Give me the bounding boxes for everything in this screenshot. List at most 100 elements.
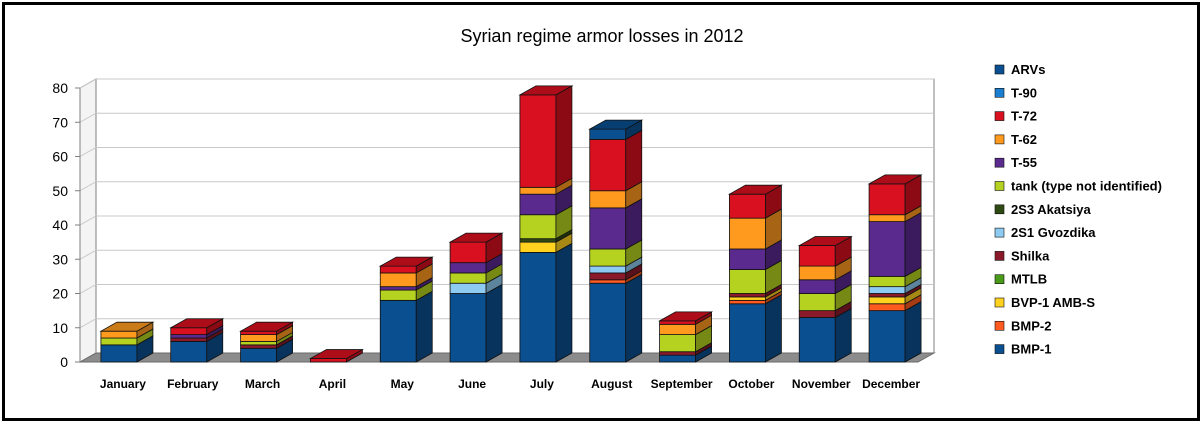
legend-item-2s3-akatsiya: 2S3 Akatsiya [994, 202, 1092, 217]
legend-item-mtlb: MTLB [994, 272, 1047, 287]
bar-segment-shilka [659, 351, 696, 356]
chart-floor [78, 352, 936, 363]
bar-segment-bmp-1 [170, 341, 208, 363]
bar-segment-tank-type-not-identified- [868, 275, 906, 288]
bar-segment-t-55 [729, 248, 766, 270]
x-tick-label: March [245, 377, 280, 391]
bar-stack-february [169, 318, 225, 363]
legend-label: ARVs [1011, 62, 1045, 77]
bar-segment-2s3-akatsiya [519, 238, 557, 243]
bar-segment-bvp-1-amb-s [868, 296, 906, 305]
legend-label: BMP-2 [1011, 318, 1051, 333]
gridline [79, 215, 934, 226]
legend-label: BVP-1 AMB-S [1011, 295, 1095, 310]
x-tick-label: June [458, 377, 486, 391]
x-tick-label: November [792, 377, 851, 391]
bar-segment-bmp-1 [729, 303, 766, 363]
bar-segment-t-55 [589, 207, 627, 250]
bar-segment-side [415, 290, 433, 363]
y-tick-label: 70 [52, 114, 68, 130]
x-axis-categories: January February March April May June July Augu… [100, 377, 921, 391]
bar-segment-t-55 [519, 193, 557, 216]
bar-top [239, 321, 295, 332]
bar-segment-t-55 [379, 286, 417, 291]
x-tick-label: April [319, 377, 346, 391]
bar-stack-january [99, 321, 155, 363]
bar-top [99, 321, 155, 332]
bar-stack-july [518, 85, 574, 363]
bar-segment-bmp-1 [798, 317, 836, 363]
legend-swatch [994, 297, 1005, 308]
x-tick-label: July [530, 377, 554, 391]
legend-label: T-72 [1011, 109, 1037, 124]
chart-title: Syrian regime armor losses in 2012 [460, 26, 743, 46]
bar-stack-august [588, 119, 644, 363]
bar-segment-bvp-1-amb-s [519, 241, 557, 253]
legend-swatch [994, 88, 1005, 98]
bar-segment-bmp-1 [519, 251, 557, 363]
gridline [79, 181, 934, 192]
legend-item-t-55: T-55 [994, 155, 1037, 170]
bar-segment-bmp-1 [659, 354, 696, 363]
bar-segment-shilka [170, 337, 208, 342]
bar-segment-tank-type-not-identified- [798, 293, 836, 312]
y-tick-label: 40 [52, 217, 68, 233]
bar-segment-t-72 [170, 327, 208, 335]
bar-stack-october [727, 184, 783, 363]
bar-segment-arvs [589, 128, 627, 140]
legend-item-t-90: T-90 [994, 85, 1037, 100]
bar-stack-september [658, 311, 714, 363]
bar-stack-may [378, 256, 434, 363]
bar-top [588, 119, 644, 130]
bar-segment-t-62 [519, 186, 557, 195]
x-tick-label: October [728, 377, 774, 391]
bar-segment-2s1-gvozdika [589, 265, 627, 274]
legend-label: tank (type not identified) [1011, 179, 1162, 194]
gridline [79, 318, 934, 329]
bar-segment-bvp-1-amb-s [729, 296, 766, 301]
y-tick-label: 50 [52, 183, 68, 199]
x-tick-label: December [862, 377, 920, 391]
bar-segment-shilka [798, 310, 836, 318]
legend-label: T-55 [1011, 155, 1037, 170]
legend-label: T-62 [1011, 132, 1037, 147]
gridline [79, 112, 934, 123]
bar-segment-shilka [868, 293, 906, 298]
bar-segment-tank-type-not-identified- [729, 269, 766, 294]
bar-segment-side [555, 242, 573, 363]
bar-segment-t-72 [868, 183, 906, 216]
x-tick-label: February [167, 377, 219, 391]
legend-swatch [994, 111, 1005, 121]
bar-segment-t-72 [798, 245, 836, 267]
bar-segment-t-55 [798, 279, 836, 294]
legend-swatch [994, 274, 1005, 285]
bar-segment-tank-type-not-identified- [379, 289, 417, 301]
y-tick-label: 0 [60, 354, 68, 370]
legend-label: MTLB [1011, 272, 1047, 287]
gridline [79, 78, 934, 89]
y-tick-label: 30 [52, 251, 68, 267]
bar-stack-june [448, 232, 504, 363]
bar-segment-t-72 [659, 320, 696, 325]
bar-top [867, 174, 923, 185]
bar-segment-side [904, 211, 922, 278]
x-tick-label: May [391, 377, 415, 391]
legend-swatch [994, 227, 1005, 238]
bar-segment-tank-type-not-identified- [449, 272, 487, 284]
bar-segment-tank-type-not-identified- [589, 248, 627, 267]
bar-segment-2s1-gvozdika [449, 282, 487, 294]
bar-segment-t-72 [379, 265, 417, 274]
y-tick-label: 80 [52, 80, 68, 96]
bar-segment-bmp-1 [449, 293, 487, 363]
bar-segment-t-55 [449, 262, 487, 274]
bar-segment-side [555, 85, 573, 189]
legend-swatch [994, 134, 1005, 145]
gridline [79, 147, 934, 157]
bar-segment-side [904, 300, 922, 363]
bar-stacks [99, 85, 923, 363]
bar-segment-t-72 [449, 241, 487, 264]
bar-segment-bmp-2 [589, 279, 627, 284]
gridlines [79, 78, 934, 329]
bar-top [308, 349, 364, 359]
legend-swatch [994, 181, 1005, 191]
